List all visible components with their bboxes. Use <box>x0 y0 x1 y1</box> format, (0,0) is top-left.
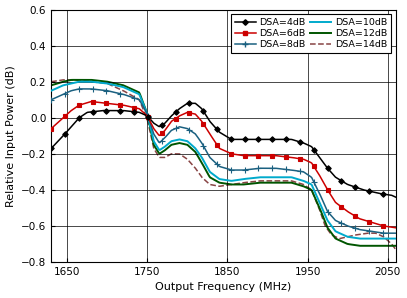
DSA=14dB <box>379 234 384 238</box>
Y-axis label: Relative Input Power (dB): Relative Input Power (dB) <box>6 65 15 207</box>
DSA=4dB <box>233 138 238 141</box>
DSA=8dB <box>381 231 386 235</box>
DSA=10dB <box>49 89 54 92</box>
DSA=4dB <box>209 121 214 125</box>
Legend: DSA=4dB, DSA=6dB, DSA=8dB, DSA=10dB, DSA=12dB, DSA=14dB: DSA=4dB, DSA=6dB, DSA=8dB, DSA=10dB, DSA… <box>231 14 391 53</box>
DSA=10dB <box>381 237 385 240</box>
DSA=10dB <box>390 237 395 240</box>
DSA=6dB <box>89 100 94 103</box>
Line: DSA=14dB: DSA=14dB <box>51 80 396 249</box>
DSA=8dB <box>142 106 147 110</box>
DSA=4dB <box>140 112 145 116</box>
Line: DSA=8dB: DSA=8dB <box>51 89 396 233</box>
DSA=14dB <box>142 109 147 113</box>
Line: DSA=6dB: DSA=6dB <box>51 102 396 228</box>
DSA=8dB <box>233 168 238 172</box>
DSA=8dB <box>77 87 82 91</box>
DSA=4dB <box>379 192 384 195</box>
DSA=6dB <box>233 153 238 156</box>
DSA=4dB <box>389 193 394 197</box>
DSA=6dB <box>142 111 147 115</box>
DSA=8dB <box>253 167 258 170</box>
Line: DSA=4dB: DSA=4dB <box>51 103 396 197</box>
DSA=10dB <box>77 80 82 83</box>
DSA=4dB <box>393 195 398 199</box>
DSA=12dB <box>70 78 74 82</box>
DSA=12dB <box>49 83 54 87</box>
DSA=10dB <box>358 237 363 240</box>
DSA=10dB <box>233 179 238 182</box>
DSA=8dB <box>393 231 398 235</box>
DSA=10dB <box>253 176 258 179</box>
DSA=6dB <box>379 224 384 227</box>
DSA=10dB <box>209 171 214 175</box>
DSA=14dB <box>209 183 214 187</box>
DSA=8dB <box>49 98 54 102</box>
DSA=8dB <box>209 157 214 160</box>
DSA=14dB <box>393 248 398 251</box>
DSA=8dB <box>379 231 384 235</box>
DSA=8dB <box>390 231 395 235</box>
DSA=14dB <box>61 78 66 82</box>
DSA=4dB <box>49 147 54 150</box>
DSA=12dB <box>233 183 238 186</box>
DSA=14dB <box>49 80 54 83</box>
X-axis label: Output Frequency (MHz): Output Frequency (MHz) <box>155 283 291 292</box>
DSA=10dB <box>393 237 398 240</box>
DSA=12dB <box>393 244 398 248</box>
DSA=4dB <box>253 138 258 141</box>
DSA=12dB <box>142 103 147 107</box>
DSA=6dB <box>209 134 214 138</box>
DSA=12dB <box>390 244 395 248</box>
DSA=4dB <box>185 102 190 105</box>
DSA=6dB <box>49 127 54 130</box>
DSA=12dB <box>381 244 385 248</box>
DSA=12dB <box>358 244 363 248</box>
DSA=12dB <box>253 181 258 185</box>
DSA=6dB <box>253 154 258 157</box>
DSA=14dB <box>389 242 394 246</box>
DSA=6dB <box>393 226 398 229</box>
Line: DSA=10dB: DSA=10dB <box>51 82 396 239</box>
Line: DSA=12dB: DSA=12dB <box>51 80 396 246</box>
DSA=12dB <box>209 176 214 180</box>
DSA=14dB <box>233 182 238 186</box>
DSA=10dB <box>142 104 147 108</box>
DSA=14dB <box>253 179 258 183</box>
DSA=6dB <box>389 225 394 229</box>
